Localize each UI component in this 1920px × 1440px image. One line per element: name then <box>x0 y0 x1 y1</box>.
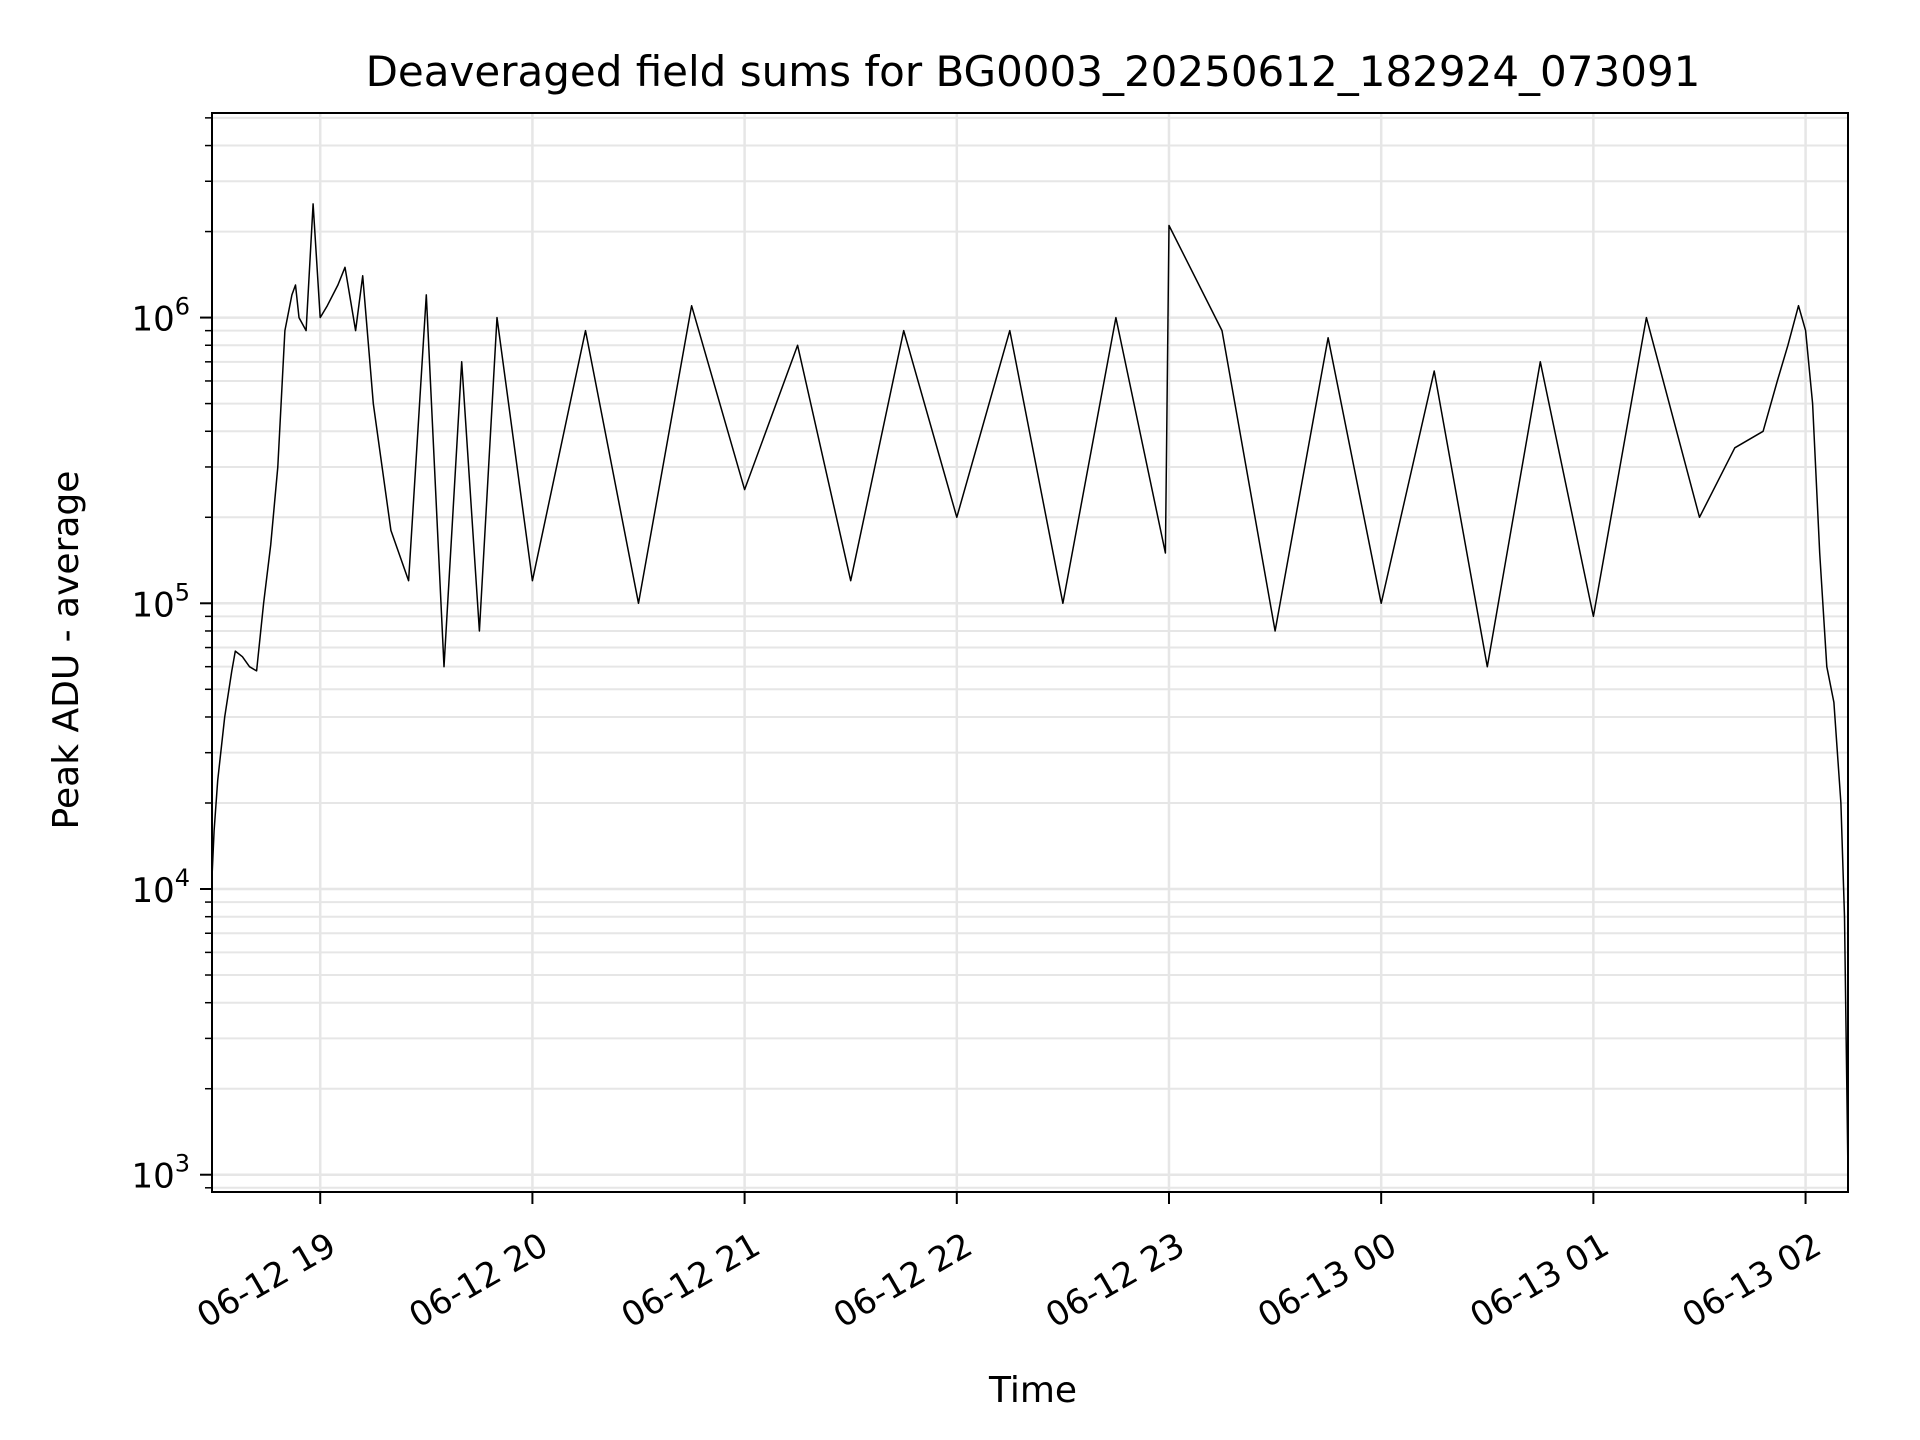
plot-area <box>211 203 1849 1175</box>
y-tick-label: 106 <box>131 293 190 340</box>
x-axis-label: Time <box>988 1370 1077 1411</box>
chart-title: Deaveraged field sums for BG0003_2025061… <box>366 47 1701 96</box>
y-tick-label: 103 <box>131 1150 190 1197</box>
grid <box>212 113 1848 1192</box>
series-line-0 <box>211 203 1849 1175</box>
y-tick-label: 104 <box>131 864 190 911</box>
y-tick-label: 105 <box>131 578 190 625</box>
y-axis-label: Peak ADU - average <box>46 471 87 830</box>
plot-frame <box>211 112 1849 1193</box>
